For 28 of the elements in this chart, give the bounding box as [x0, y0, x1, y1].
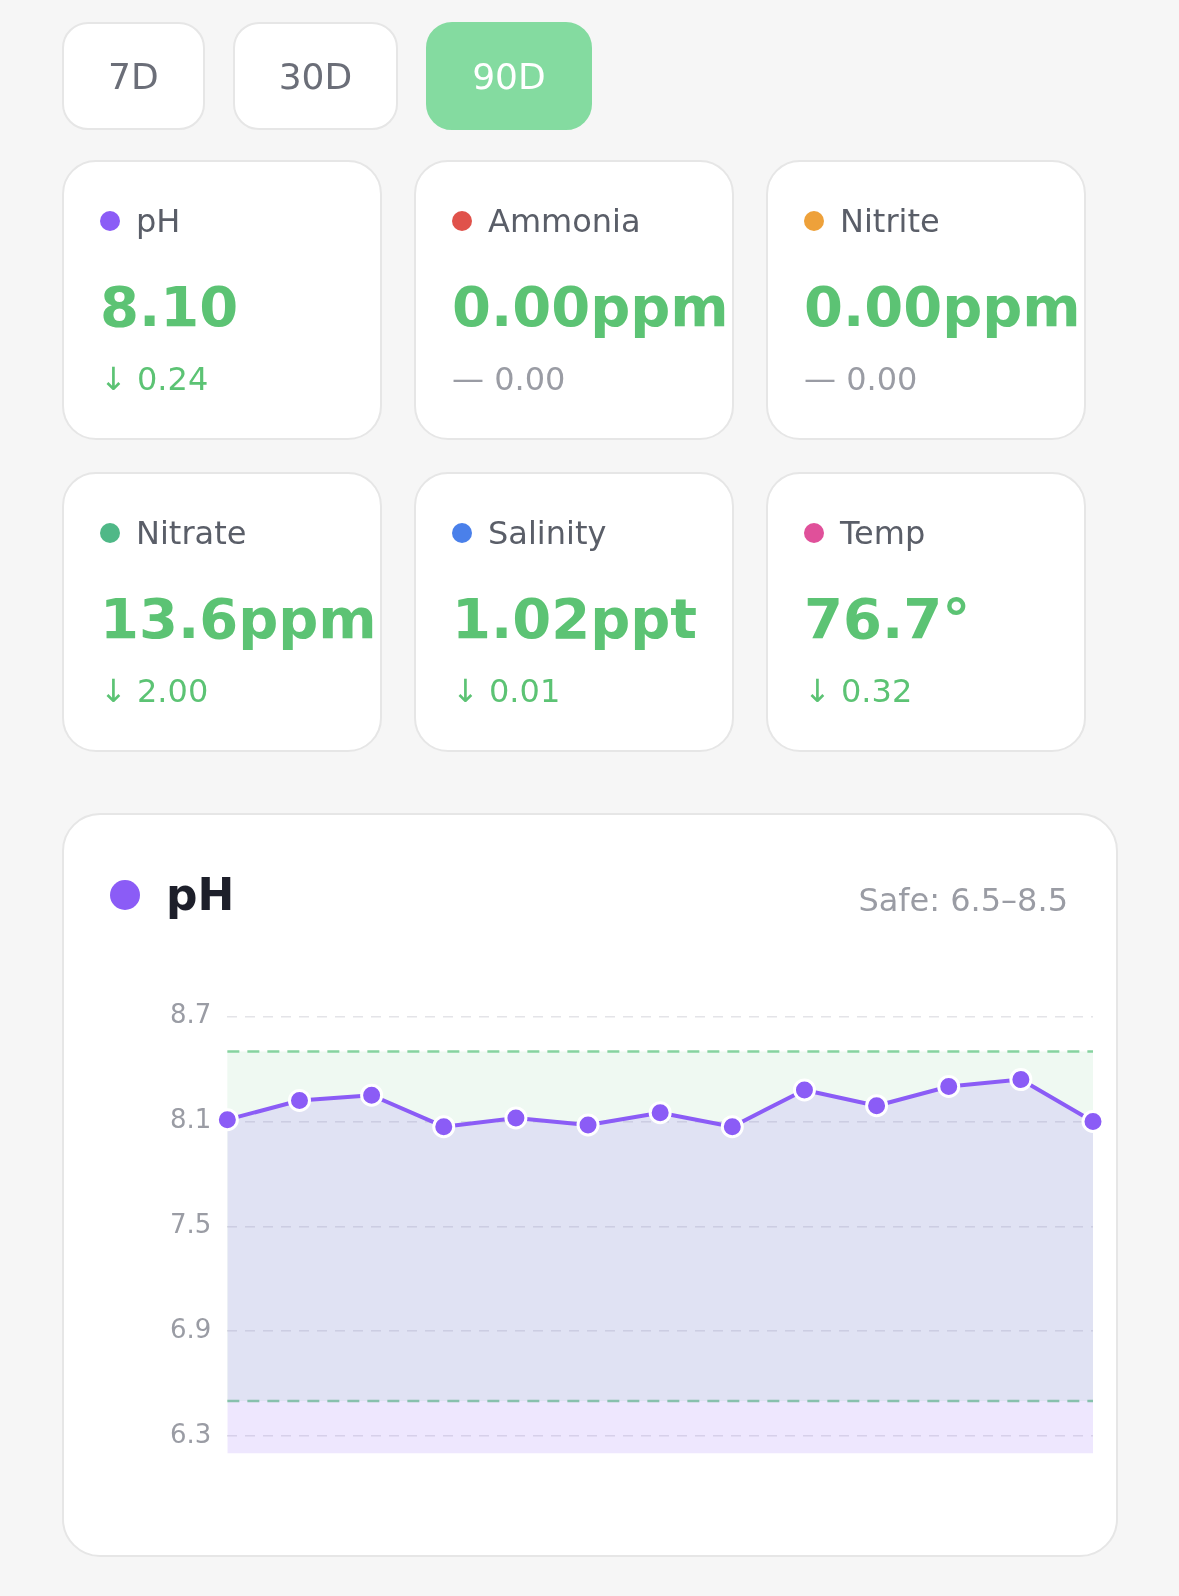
text: 76.7°: [804, 586, 971, 651]
y-tick-label: 6.3: [169, 1418, 212, 1449]
text: ↓ 0.01: [452, 672, 561, 710]
text: 90D: [426, 22, 592, 130]
text: 8.10: [100, 274, 239, 339]
text: Salinity: [488, 514, 607, 552]
y-tick-label: 8.1: [169, 1104, 212, 1135]
text: Safe: 6.5–8.5: [858, 881, 1068, 919]
y-tick-label: 8.7: [169, 999, 212, 1030]
chart-title: pH: [166, 869, 235, 920]
text: Temp: [840, 514, 926, 552]
text: 1.02ppt: [452, 586, 698, 651]
text: 13.6ppm: [100, 586, 377, 651]
text: pH: [136, 202, 181, 240]
text: Ammonia: [488, 202, 641, 240]
text: 0.00ppm: [452, 274, 729, 339]
y-tick-label: 7.5: [169, 1209, 212, 1240]
text: 0.00ppm: [804, 274, 1081, 339]
text: 7D: [62, 22, 205, 130]
text: ↓ 2.00: [100, 672, 209, 710]
y-tick-label: 6.9: [169, 1313, 212, 1344]
text: ↓ 0.24: [100, 360, 209, 398]
text: ↓ 0.32: [804, 672, 913, 710]
text: — 0.00: [804, 360, 918, 398]
text: 30D: [232, 22, 399, 130]
text: Nitrite: [840, 202, 940, 240]
text: — 0.00: [452, 360, 566, 398]
text: Nitrate: [136, 514, 247, 552]
